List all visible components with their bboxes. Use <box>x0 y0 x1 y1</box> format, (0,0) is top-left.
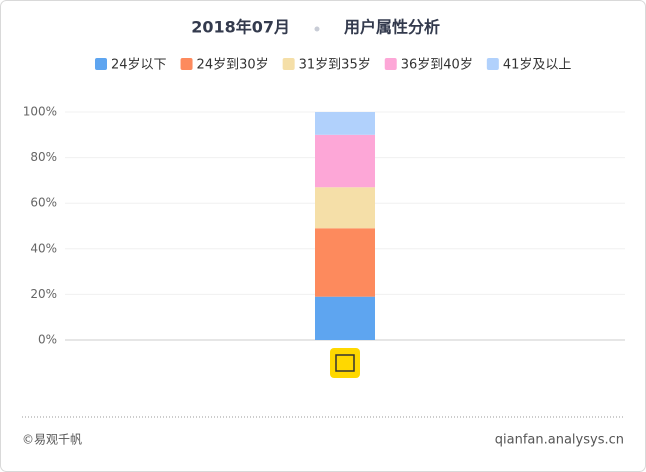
legend-swatch <box>95 58 107 70</box>
legend-label: 24岁以下 <box>111 58 167 73</box>
bar-segment <box>315 228 375 297</box>
bar-segment <box>315 296 375 340</box>
bar-segment <box>315 187 375 229</box>
chart-title: 用户属性分析 <box>344 18 440 37</box>
legend-label: 41岁及以上 <box>503 58 572 73</box>
y-tick-label: 60% <box>30 196 57 210</box>
legend-swatch <box>282 58 295 70</box>
y-tick-label: 20% <box>30 287 57 301</box>
legend-swatch <box>384 58 397 70</box>
y-tick-label: 80% <box>30 150 57 164</box>
legend-swatch <box>486 58 499 70</box>
footer-copyright: ©易观千帆 <box>22 432 82 447</box>
chart-period: 2018年07月 <box>191 18 290 37</box>
y-tick-label: 0% <box>38 333 57 347</box>
legend-label: 24岁到30岁 <box>197 58 269 73</box>
y-tick-label: 40% <box>30 241 57 255</box>
category-icon-glyph <box>335 354 355 372</box>
title-dot <box>314 26 320 32</box>
legend-label: 31岁到35岁 <box>299 58 371 73</box>
category-icon <box>330 348 360 378</box>
bar-segment <box>315 112 375 135</box>
footer-site: qianfan.analysys.cn <box>495 433 624 448</box>
bar-segment <box>315 134 375 188</box>
legend-swatch <box>180 58 193 70</box>
legend-label: 36岁到40岁 <box>401 58 473 73</box>
y-tick-label: 100% <box>23 105 57 119</box>
